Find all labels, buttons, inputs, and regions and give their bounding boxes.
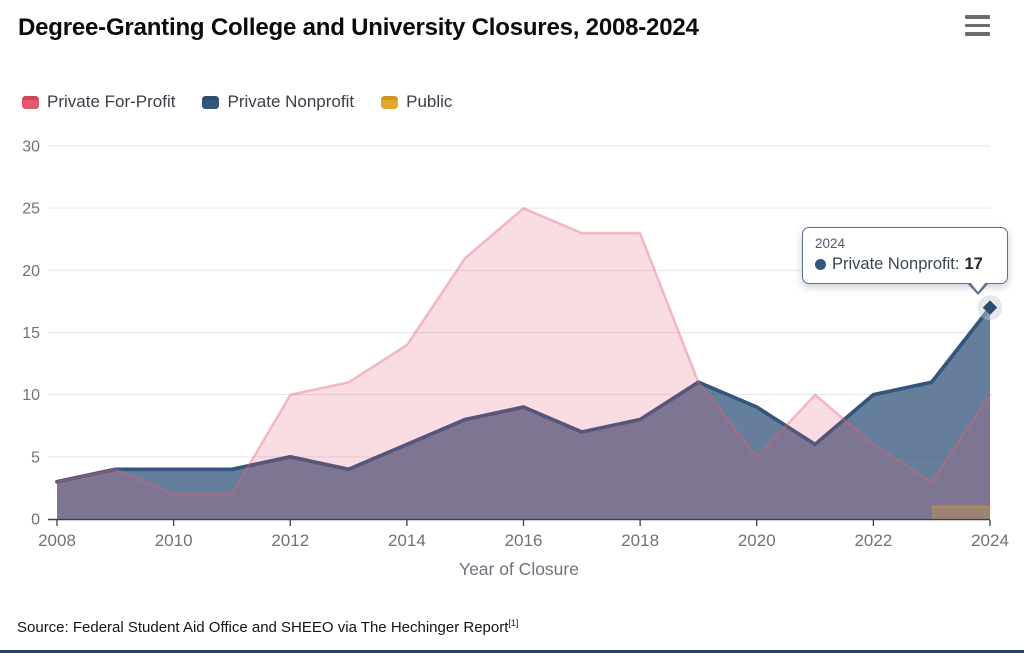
- svg-text:2016: 2016: [505, 531, 543, 550]
- y-axis-labels: 0 5 10 15 20 25 30: [22, 139, 40, 529]
- legend-label: Private For-Profit: [47, 92, 176, 111]
- svg-text:5: 5: [31, 449, 40, 466]
- legend-item-private-nonprofit[interactable]: Private Nonprofit: [202, 92, 354, 112]
- source-text: Source: Federal Student Aid Office and S…: [17, 618, 518, 636]
- footnote-ref[interactable]: [1]: [508, 618, 519, 628]
- legend-label: Public: [406, 92, 453, 111]
- svg-text:0: 0: [31, 512, 40, 529]
- svg-text:25: 25: [22, 201, 40, 218]
- tooltip-series-row: Private Nonprofit: 17: [815, 255, 995, 274]
- svg-text:2020: 2020: [738, 531, 776, 550]
- tooltip-value: 17: [964, 255, 983, 273]
- svg-text:2022: 2022: [854, 531, 892, 550]
- svg-text:2012: 2012: [271, 531, 309, 550]
- tooltip: 2024 Private Nonprofit: 17: [802, 227, 1008, 295]
- x-axis-title: Year of Closure: [459, 559, 579, 579]
- svg-text:2024: 2024: [971, 531, 1009, 550]
- svg-text:30: 30: [22, 139, 40, 156]
- legend: Private For-Profit Private Nonprofit Pub…: [22, 92, 452, 112]
- hover-point-marker[interactable]: [977, 295, 1003, 321]
- svg-text:2008: 2008: [38, 531, 76, 550]
- svg-text:15: 15: [22, 325, 40, 342]
- diamond-marker-icon: [982, 300, 998, 315]
- tooltip-series-dot-icon: [815, 259, 826, 270]
- legend-label: Private Nonprofit: [227, 92, 355, 111]
- svg-text:10: 10: [22, 387, 40, 404]
- area-swatch-red-icon: [22, 95, 39, 109]
- area-series-public[interactable]: [930, 505, 991, 519]
- legend-item-public[interactable]: Public: [381, 92, 452, 112]
- hamburger-bar: [965, 23, 990, 28]
- tooltip-year: 2024: [815, 236, 846, 251]
- hamburger-icon: [965, 15, 990, 19]
- svg-text:20: 20: [22, 263, 40, 280]
- area-series-private-nonprofit[interactable]: [55, 305, 992, 519]
- svg-text:2018: 2018: [621, 531, 659, 550]
- source-label: Source: Federal Student Aid Office and S…: [17, 619, 509, 636]
- area-swatch-blue-icon: [202, 95, 220, 109]
- hamburger-bar: [965, 32, 990, 36]
- area-series-private-for-profit[interactable]: [55, 206, 992, 519]
- svg-text:2014: 2014: [388, 531, 426, 550]
- svg-text:2010: 2010: [155, 531, 193, 550]
- chart-title: Degree-Granting College and University C…: [18, 14, 699, 41]
- x-axis: 2008 2010 2012 2014 2016 2018 2020 2022 2024: [38, 518, 1009, 550]
- chart-menu-button[interactable]: [965, 15, 992, 36]
- area-swatch-yellow-icon: [381, 95, 399, 109]
- tooltip-series-label: Private Nonprofit:: [832, 255, 960, 273]
- legend-item-private-for-profit[interactable]: Private For-Profit: [22, 92, 175, 112]
- bottom-border: [0, 650, 1024, 653]
